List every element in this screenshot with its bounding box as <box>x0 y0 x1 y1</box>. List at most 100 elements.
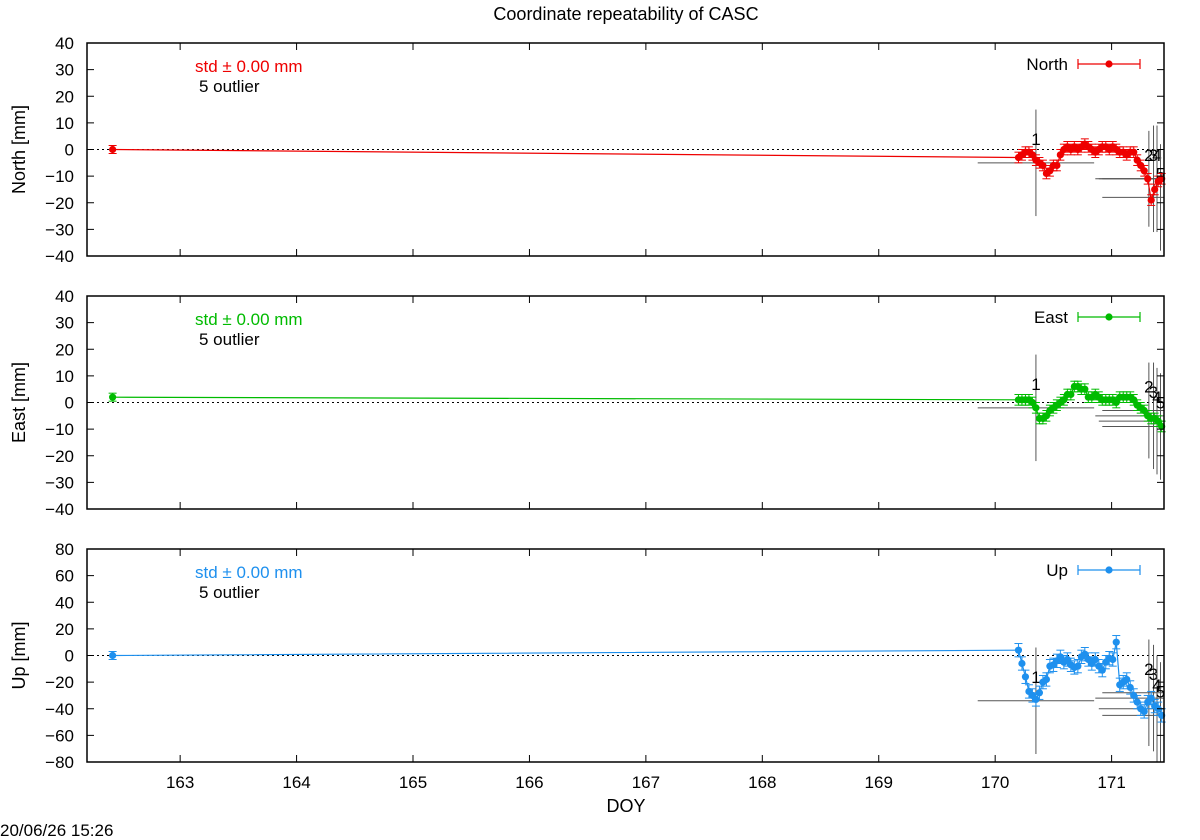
outlier-label: 4 <box>1152 146 1161 165</box>
y-tick-label: −40 <box>45 247 74 266</box>
std-annotation: std ± 0.00 mm <box>195 57 303 76</box>
y-tick-label: −10 <box>45 420 74 439</box>
y-tick-label: 80 <box>55 540 74 559</box>
data-point <box>1081 385 1089 393</box>
data-point <box>109 651 117 660</box>
legend-label: North <box>1026 55 1068 74</box>
outlier-label: 3 <box>1149 146 1158 165</box>
y-tick-label: 0 <box>65 141 74 160</box>
legend-label: East <box>1034 308 1068 327</box>
outlier-label: 2 <box>1144 146 1153 165</box>
y-tick-label: 30 <box>55 61 74 80</box>
series-line-east <box>112 385 1163 427</box>
outlier-label: 1 <box>1031 375 1040 394</box>
y-tick-label: −80 <box>45 753 74 772</box>
footer-timestamp: 20/06/26 15:26 <box>0 821 113 840</box>
y-tick-label: −20 <box>45 673 74 692</box>
y-tick-label: −30 <box>45 473 74 492</box>
data-point <box>1109 655 1117 664</box>
outlier-count: 5 outlier <box>199 77 260 96</box>
legend-marker <box>1105 60 1113 68</box>
x-tick-label: 171 <box>1097 773 1125 792</box>
outlier-label: 4 <box>1152 388 1161 407</box>
data-point <box>1035 689 1044 697</box>
y-tick-label: 40 <box>55 34 74 53</box>
data-point <box>1039 161 1047 170</box>
outlier-label: 2 <box>1144 660 1153 679</box>
outlier-label: 4 <box>1152 676 1161 695</box>
y-tick-label: 10 <box>55 114 74 133</box>
data-point <box>1147 196 1155 204</box>
legend-label: Up <box>1046 561 1068 580</box>
outlier-count: 5 outlier <box>199 330 260 349</box>
y-axis-label: North [mm] <box>9 105 29 194</box>
y-axis-label: Up [mm] <box>9 621 29 689</box>
outlier-label: 3 <box>1149 383 1158 402</box>
data-point <box>1074 662 1082 670</box>
legend-up: Up <box>1046 561 1141 580</box>
y-tick-label: −60 <box>45 726 74 745</box>
y-tick-label: −20 <box>45 447 74 466</box>
data-point <box>1018 659 1026 668</box>
data-point <box>109 145 117 154</box>
series-line-up <box>112 642 1163 716</box>
x-axis-label: DOY <box>606 796 645 816</box>
x-tick-label: 169 <box>865 773 893 792</box>
data-point <box>1147 694 1155 702</box>
series-line-north <box>112 143 1163 201</box>
outlier-label: 3 <box>1149 665 1158 684</box>
y-axis-label: East [mm] <box>9 362 29 443</box>
data-point <box>1144 175 1152 183</box>
x-tick-label: 167 <box>632 773 660 792</box>
data-point <box>1123 675 1131 684</box>
y-tick-label: 40 <box>55 593 74 612</box>
y-tick-label: 20 <box>55 87 74 106</box>
y-tick-label: 0 <box>65 394 74 413</box>
outlier-2: 2 <box>1102 362 1164 459</box>
legend-north: North <box>1026 55 1141 74</box>
outlier-label: 2 <box>1144 377 1153 396</box>
data-point <box>1098 666 1106 674</box>
data-point <box>1151 185 1159 194</box>
outlier-label: 5 <box>1156 682 1165 701</box>
data-point <box>1140 707 1148 716</box>
data-point <box>1053 161 1061 170</box>
data-point <box>1014 646 1023 654</box>
y-tick-label: 0 <box>65 647 74 666</box>
data-point <box>109 393 117 401</box>
x-tick-label: 165 <box>399 773 427 792</box>
x-tick-label: 170 <box>981 773 1009 792</box>
y-tick-label: −30 <box>45 220 74 239</box>
outlier-label: 1 <box>1031 130 1040 149</box>
data-point <box>1067 390 1075 399</box>
y-tick-label: 20 <box>55 620 74 639</box>
y-tick-label: −10 <box>45 167 74 186</box>
legend-marker <box>1105 566 1113 574</box>
y-tick-label: 10 <box>55 367 74 386</box>
y-tick-label: −40 <box>45 500 74 519</box>
data-point <box>1140 167 1148 175</box>
data-point <box>1042 675 1051 684</box>
data-point <box>1130 148 1138 156</box>
outlier-count: 5 outlier <box>199 583 260 602</box>
data-point <box>1021 673 1030 681</box>
x-tick-label: 168 <box>748 773 776 792</box>
x-tick-label: 163 <box>166 773 194 792</box>
y-tick-label: −40 <box>45 700 74 719</box>
legend-marker <box>1105 313 1113 321</box>
data-point <box>1032 404 1040 412</box>
outlier-label: 1 <box>1031 668 1040 687</box>
std-annotation: std ± 0.00 mm <box>195 310 303 329</box>
y-tick-label: 20 <box>55 340 74 359</box>
legend-east: East <box>1034 308 1141 327</box>
chart-title: Coordinate repeatability of CASC <box>493 4 758 24</box>
data-point <box>1126 683 1134 692</box>
x-tick-label: 166 <box>515 773 543 792</box>
y-tick-label: 40 <box>55 287 74 306</box>
y-tick-label: −20 <box>45 194 74 213</box>
data-point <box>1112 638 1120 646</box>
